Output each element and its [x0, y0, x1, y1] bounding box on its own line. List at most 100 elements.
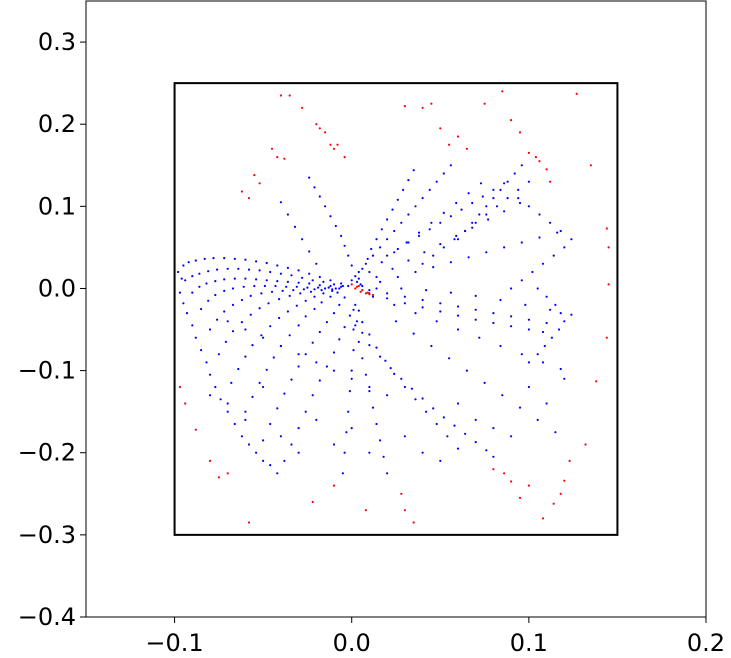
- data-point: [292, 289, 295, 292]
- data-point: [315, 361, 318, 364]
- data-point: [538, 213, 541, 216]
- data-point: [352, 308, 355, 311]
- data-point: [350, 377, 353, 380]
- data-point: [499, 298, 502, 302]
- data-point: [520, 353, 523, 356]
- data-point: [267, 302, 270, 305]
- data-point: [332, 351, 336, 354]
- data-point: [563, 320, 566, 323]
- data-point: [541, 330, 545, 334]
- data-point: [563, 479, 566, 482]
- data-point: [304, 315, 307, 318]
- data-point: [364, 509, 367, 512]
- data-point: [301, 276, 304, 279]
- data-point: [244, 355, 247, 358]
- data-point: [368, 289, 371, 292]
- data-point: [464, 229, 467, 233]
- y-tick-label: 0.2: [38, 110, 76, 138]
- data-point: [375, 287, 378, 290]
- data-point: [368, 344, 371, 347]
- data-point: [417, 231, 421, 234]
- data-point: [479, 182, 483, 185]
- data-point: [368, 451, 371, 454]
- data-point: [595, 380, 598, 383]
- data-point: [318, 330, 321, 334]
- data-point: [279, 344, 282, 348]
- data-point: [223, 289, 226, 292]
- data-point: [396, 247, 399, 251]
- data-point: [456, 402, 460, 405]
- data-point: [208, 328, 212, 331]
- data-point: [283, 157, 286, 160]
- y-axis-ticks: −0.4 −0.3 −0.2 −0.1 0.0 0.1 0.2 0.3: [18, 28, 86, 631]
- data-point: [224, 340, 227, 343]
- data-point: [304, 410, 307, 413]
- data-point: [355, 280, 359, 283]
- data-point: [396, 275, 399, 279]
- data-point: [368, 385, 371, 389]
- data-points: [177, 90, 610, 524]
- data-point: [421, 262, 424, 265]
- data-point: [240, 435, 243, 438]
- data-point: [216, 318, 219, 321]
- data-point: [503, 210, 506, 213]
- data-point: [467, 256, 470, 259]
- data-point: [589, 164, 593, 167]
- data-point: [272, 356, 275, 359]
- data-point: [198, 272, 201, 275]
- data-point: [223, 278, 226, 281]
- data-point: [233, 277, 236, 280]
- data-point: [311, 279, 314, 282]
- data-point: [279, 272, 282, 275]
- data-point: [474, 418, 477, 421]
- data-point: [361, 284, 364, 288]
- data-point: [492, 455, 495, 458]
- data-point: [208, 459, 212, 462]
- data-point: [269, 464, 272, 467]
- data-point: [262, 385, 265, 389]
- data-point: [607, 246, 610, 249]
- data-point: [393, 303, 396, 306]
- data-point: [297, 324, 300, 327]
- data-point: [527, 361, 531, 364]
- data-point: [584, 443, 587, 446]
- data-point: [545, 402, 548, 405]
- data-point: [467, 192, 470, 195]
- data-point: [244, 277, 247, 280]
- data-point: [191, 275, 194, 278]
- data-point: [255, 278, 258, 281]
- y-tick-label: −0.2: [18, 439, 76, 467]
- data-point: [260, 334, 263, 337]
- data-point: [421, 197, 424, 200]
- data-point: [226, 402, 229, 405]
- data-point: [338, 287, 341, 290]
- data-point: [414, 398, 417, 401]
- data-point: [355, 285, 359, 288]
- data-point: [545, 168, 548, 171]
- data-point: [329, 215, 332, 218]
- data-point: [318, 275, 321, 279]
- data-point: [332, 369, 336, 372]
- data-point: [276, 264, 279, 267]
- data-point: [510, 325, 513, 328]
- data-point: [474, 294, 477, 297]
- data-point: [278, 316, 281, 320]
- data-point: [430, 102, 433, 105]
- data-point: [432, 407, 435, 410]
- data-point: [200, 307, 203, 311]
- data-point: [297, 451, 300, 454]
- data-point: [549, 221, 552, 224]
- data-point: [290, 274, 293, 277]
- data-point: [212, 257, 215, 260]
- data-point: [223, 257, 226, 260]
- data-point: [341, 284, 344, 288]
- data-point: [182, 264, 185, 267]
- data-point: [318, 127, 321, 130]
- data-point: [286, 213, 289, 216]
- data-point: [439, 243, 442, 246]
- data-point: [364, 373, 367, 376]
- data-point: [517, 188, 520, 191]
- data-point: [251, 395, 254, 398]
- data-point: [531, 270, 534, 274]
- data-point: [379, 246, 382, 249]
